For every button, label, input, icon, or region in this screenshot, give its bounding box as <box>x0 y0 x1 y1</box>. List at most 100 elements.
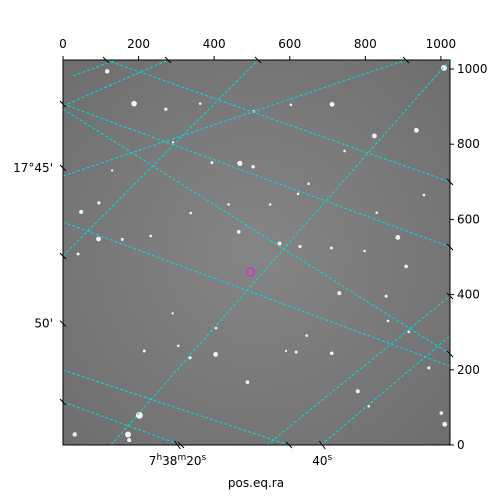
star-point <box>105 69 110 74</box>
star-point <box>404 264 408 269</box>
ra-tick-mark <box>174 440 181 450</box>
x-tick-label: 600 <box>278 37 301 51</box>
star-point <box>413 127 419 133</box>
grid-line <box>63 221 450 367</box>
coordinate-grid <box>63 60 450 445</box>
grid-line <box>320 335 450 445</box>
grid-line <box>63 103 450 248</box>
star-point <box>131 100 137 107</box>
x-tick-label: 800 <box>354 37 377 51</box>
star-point <box>149 234 152 238</box>
star-point <box>176 344 180 348</box>
star-point <box>386 319 390 323</box>
star-point <box>363 249 366 253</box>
grid-line <box>63 60 169 107</box>
star-point <box>251 164 255 169</box>
frame-tick-mark <box>177 441 185 449</box>
star-point <box>277 241 282 246</box>
target-marker-layer <box>245 267 256 277</box>
star-point <box>355 389 360 394</box>
y-tick-label: 800 <box>457 137 480 151</box>
star-point <box>284 349 288 353</box>
star-point <box>214 326 218 330</box>
frame-tick-mark <box>254 56 262 64</box>
pixel-y-axis-right: 0 200 400 600 800 1000 <box>450 62 488 452</box>
star-point <box>439 411 444 415</box>
dec-tick-label: 17°45' <box>13 161 53 175</box>
star-point <box>337 291 342 296</box>
grid-line <box>63 60 259 257</box>
star-point <box>198 102 202 105</box>
star-point <box>329 101 335 107</box>
star-point <box>298 244 302 249</box>
star-point <box>210 161 214 165</box>
grid-line <box>110 60 450 445</box>
grid-line <box>72 60 117 77</box>
plot-area <box>62 59 451 446</box>
star-point <box>289 103 293 107</box>
star-point <box>96 236 101 242</box>
x-tick-label: 400 <box>203 37 226 51</box>
star-point <box>125 431 132 438</box>
star-point <box>171 141 175 144</box>
star-point <box>236 230 241 234</box>
frame-tick-mark <box>164 56 172 64</box>
grid-line <box>63 108 450 355</box>
frame-tick-mark <box>59 398 67 406</box>
grid-line <box>63 60 407 177</box>
grid-line <box>105 60 450 183</box>
star-point <box>294 350 298 354</box>
star-point <box>97 201 101 205</box>
frame-tick-mark <box>402 56 410 64</box>
y-tick-label: 0 <box>457 438 465 452</box>
star-point <box>375 211 378 214</box>
star-point <box>135 411 143 419</box>
star-point <box>442 421 448 427</box>
grid-line <box>63 401 182 445</box>
star-point <box>213 351 219 357</box>
star-point <box>245 380 250 385</box>
ra-tick-label: 7h38m20s <box>149 453 207 468</box>
x-tick-label: 0 <box>59 37 67 51</box>
star-point <box>76 252 80 256</box>
star-point <box>343 149 346 153</box>
dec-tick-label: 50' <box>34 317 53 331</box>
x-tick-label: 1000 <box>426 37 457 51</box>
star-point <box>188 356 192 360</box>
frame-tick-mark <box>285 441 293 449</box>
grid-line <box>266 295 450 445</box>
frame-tick-mark <box>59 100 67 108</box>
ra-tick-mark <box>318 440 326 450</box>
star-point <box>227 203 230 206</box>
star-point <box>384 294 388 298</box>
world-coordinate-axes: 7h38m20s 40s 17°45' 50' <box>13 56 454 468</box>
y-tick-label: 600 <box>457 212 480 226</box>
dec-tick-mark <box>59 164 67 172</box>
star-point <box>110 169 114 172</box>
pixel-x-axis-top: 0 200 400 600 800 1000 <box>59 37 456 60</box>
star-point <box>372 133 377 139</box>
star-point <box>171 312 174 315</box>
star-point <box>268 203 272 206</box>
target-marker <box>245 267 256 277</box>
star-point <box>329 351 334 356</box>
x-axis-title: pos.eq.ra <box>228 476 284 490</box>
star-point <box>142 349 146 353</box>
star-point <box>440 64 447 71</box>
frame-tick-mark <box>446 243 454 251</box>
dec-tick-mark <box>59 320 67 327</box>
star-point <box>79 209 84 214</box>
frame-tick-mark <box>59 252 67 260</box>
star-point <box>296 192 300 196</box>
star-point <box>120 237 124 241</box>
star-point <box>395 235 401 240</box>
frame-tick-mark <box>446 350 454 358</box>
plot-frame <box>62 59 451 446</box>
star-point <box>427 366 431 370</box>
x-tick-label: 200 <box>127 37 150 51</box>
star-point <box>305 334 309 337</box>
y-tick-label: 1000 <box>457 62 488 76</box>
star-point <box>237 160 243 166</box>
star-point <box>127 438 132 443</box>
